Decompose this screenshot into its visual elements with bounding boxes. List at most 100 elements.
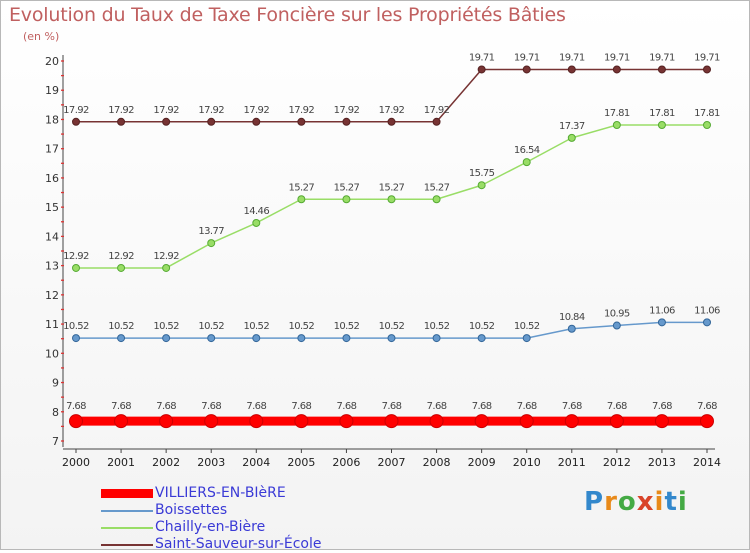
y-tick-label: 9 [52,377,59,390]
x-tick-label: 2008 [423,456,451,469]
data-point [297,195,306,204]
y-axis-unit-label: (en %) [23,30,60,43]
data-label: 17.92 [424,105,450,116]
data-label: 11.06 [694,305,720,316]
x-tick-label: 2004 [242,456,270,469]
data-point [117,117,126,126]
logo-letter: x [636,487,655,517]
data-point [117,263,126,272]
data-point [387,334,396,343]
data-point [72,263,80,272]
data-point [432,334,441,343]
data-label: 15.27 [424,182,450,193]
data-label: 17.92 [153,105,179,116]
data-point [339,414,354,429]
data-label: 19.71 [694,52,720,63]
data-point [162,334,171,343]
data-point [703,65,711,74]
data-label: 19.71 [514,52,540,63]
data-label: 17.92 [63,105,89,116]
legend-label: VILLIERS-EN-BIèRE [155,485,286,501]
data-label: 10.52 [334,321,360,332]
logo-letter: r [604,487,618,517]
x-tick-label: 2003 [197,456,225,469]
data-point [564,414,579,429]
data-label: 17.92 [379,105,405,116]
data-point [567,65,576,74]
data-point [204,414,219,429]
data-point [297,117,306,126]
axes: 7 8 9 10 11 12 13 14 15 16 17 18 19 20 2000 2001 2002 200… [45,55,721,469]
data-point [342,334,351,343]
logo-letter: P [584,487,605,517]
data-label: 10.52 [514,321,540,332]
data-label: 10.52 [379,321,405,332]
y-tick-label: 15 [45,201,59,214]
data-point [477,181,486,190]
data-point [162,117,171,126]
data-point [477,334,486,343]
data-label: 15.75 [469,168,495,179]
data-label: 10.52 [153,321,179,332]
x-tick-label: 2002 [152,456,180,469]
data-point [72,334,80,343]
data-label: 10.52 [289,321,315,332]
logo-letter: i [654,487,665,517]
data-label: 16.54 [514,145,540,156]
y-tick-label: 10 [45,347,59,360]
logo-letter: o [617,487,637,517]
data-label: 10.52 [243,321,269,332]
data-point [117,334,126,343]
x-tick-label: 2009 [468,456,496,469]
data-point [703,318,711,327]
data-point [567,133,576,142]
data-point [477,65,486,74]
y-tick-label: 18 [45,113,59,126]
x-tick-label: 2000 [62,456,90,469]
data-label: 15.27 [379,182,405,193]
data-label: 7.68 [562,401,582,412]
data-label: 17.92 [108,105,134,116]
data-point [159,414,174,429]
x-tick-label: 2012 [603,456,631,469]
chart-title: Evolution du Taux de Taxe Foncière sur l… [9,4,566,26]
data-label: 10.52 [108,321,134,332]
y-tick-label: 13 [45,260,59,273]
legend-swatch [101,527,153,529]
logo-letter: i [677,487,688,517]
data-point [294,414,309,429]
data-point [162,263,171,272]
y-tick-label: 11 [45,318,59,331]
data-label: 19.71 [469,52,495,63]
x-tick-label: 2005 [287,456,315,469]
data-label: 7.68 [652,401,672,412]
data-label: 7.68 [517,401,537,412]
data-label: 10.52 [198,321,224,332]
data-point [252,117,261,126]
data-label: 15.27 [334,182,360,193]
data-point [384,414,399,429]
data-label: 7.68 [246,401,266,412]
x-tick-label: 2007 [378,456,406,469]
legend-swatch [101,544,153,546]
data-point [609,414,624,429]
data-point [342,117,351,126]
data-label: 7.68 [427,401,447,412]
data-point [700,414,714,429]
data-label: 7.68 [607,401,627,412]
data-point [519,414,534,429]
data-label: 19.71 [649,52,675,63]
data-point [612,65,621,74]
logo-letter: t [664,487,678,517]
data-point [432,117,441,126]
y-tick-label: 16 [45,172,59,185]
y-tick-label: 8 [52,406,59,419]
data-label: 17.81 [604,108,630,119]
x-tick-label: 2001 [107,456,135,469]
data-label: 15.27 [289,182,315,193]
data-label: 17.81 [649,108,675,119]
data-label: 14.46 [243,206,269,217]
data-label: 10.84 [559,312,585,323]
data-label: 10.52 [469,321,495,332]
data-label: 7.68 [291,401,311,412]
